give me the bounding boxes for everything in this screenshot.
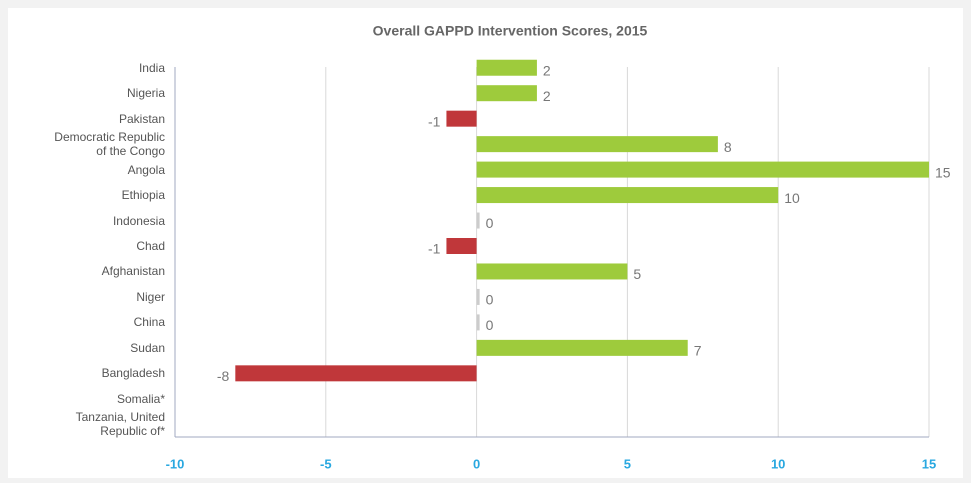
value-label: 15 (935, 164, 951, 180)
value-label: 0 (486, 292, 494, 308)
x-tick-label: 0 (473, 456, 480, 471)
bar (476, 59, 537, 76)
bar (446, 238, 477, 254)
value-label: 2 (543, 62, 551, 78)
bar (476, 288, 480, 305)
bar (476, 314, 480, 331)
x-tick-label: -5 (320, 456, 332, 471)
value-label: 0 (486, 215, 494, 231)
x-tick-label: 5 (624, 456, 631, 471)
y-tick-label: Pakistan (118, 111, 165, 126)
value-label: 10 (784, 190, 800, 206)
x-tick-label: -10 (166, 456, 185, 471)
chart-title: Overall GAPPD Intervention Scores, 2015 (373, 23, 648, 39)
bar (446, 110, 477, 127)
y-tick-label: Bangladesh (101, 366, 165, 381)
bar (476, 161, 929, 178)
y-tick-label: Afghanistan (101, 264, 165, 279)
x-tick-label: 15 (922, 456, 936, 471)
y-tick-label: Nigeria (126, 86, 165, 101)
bar (476, 212, 480, 229)
value-label: 0 (486, 317, 494, 333)
y-tick-label: China (133, 315, 165, 330)
bar (476, 136, 718, 153)
y-tick-label: Sudan (130, 340, 165, 355)
y-tick-label: Angola (127, 162, 165, 177)
y-tick-label: Ethiopia (121, 188, 165, 203)
value-label: 5 (633, 266, 641, 282)
value-label: 2 (543, 88, 551, 104)
value-label: 7 (694, 343, 702, 359)
y-tick-label: India (138, 60, 165, 75)
y-tick-label: Somalia* (116, 391, 165, 406)
y-tick-label: Chad (136, 239, 165, 253)
bar (476, 187, 779, 204)
value-label: -1 (428, 113, 441, 129)
value-label: -8 (217, 368, 230, 384)
x-tick-label: 10 (771, 456, 785, 471)
y-tick-label: Niger (136, 289, 165, 304)
value-label: -1 (428, 241, 441, 257)
y-tick-label: Tanzania, United Republic of* (75, 410, 165, 439)
bar (476, 339, 688, 356)
bar (476, 263, 628, 280)
y-tick-label: Indonesia (112, 213, 165, 228)
value-label: 8 (724, 139, 732, 155)
y-tick-label: Democratic Republic of the Congo (54, 130, 165, 159)
bar (476, 85, 537, 102)
bar (235, 365, 477, 382)
